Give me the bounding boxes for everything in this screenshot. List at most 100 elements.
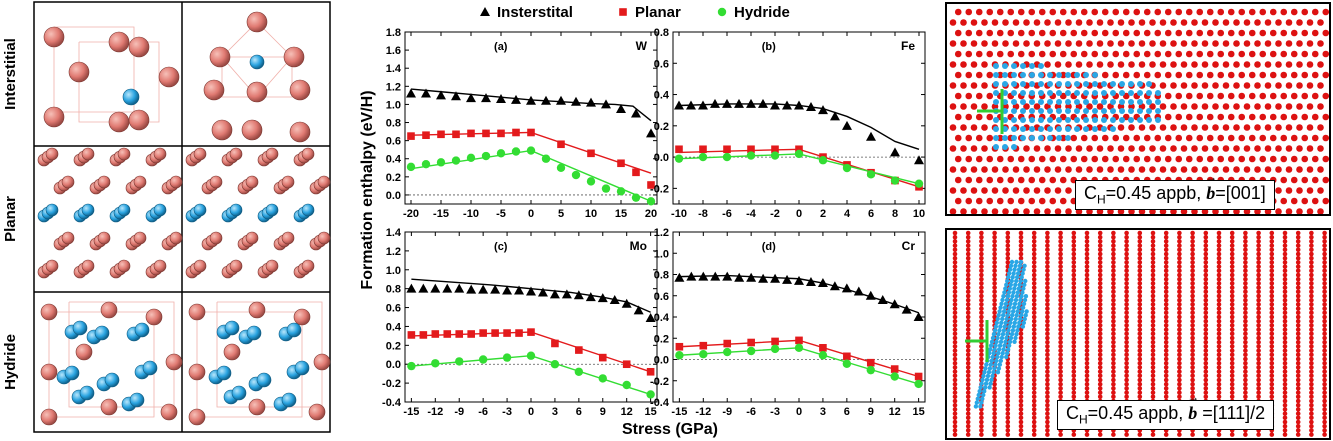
element-label: Cr bbox=[902, 239, 916, 253]
triangle-marker bbox=[746, 98, 756, 108]
circle-marker bbox=[511, 147, 521, 156]
circle-marker bbox=[526, 351, 536, 360]
hydrogen-atom bbox=[246, 325, 262, 341]
metal-atom bbox=[301, 259, 315, 273]
square-marker bbox=[407, 132, 415, 140]
x-tick-label: -2 bbox=[770, 208, 780, 220]
hydrogen-atom bbox=[122, 88, 140, 106]
x-tick-label: -9 bbox=[454, 406, 464, 418]
triangle-marker bbox=[466, 93, 476, 103]
triangle-marker bbox=[734, 98, 744, 108]
triangle-marker bbox=[805, 276, 816, 286]
metal-atom bbox=[128, 109, 150, 131]
y-tick-label: 0.0 bbox=[386, 359, 401, 371]
y-tick-label: 0.4 bbox=[386, 154, 402, 166]
chart-panel-Fe: -10 -8 -6 -4 -2 0 2 4 6 8 10 -0.2 0.0 0.2 0.4 0.6 0.8 (b)… bbox=[650, 27, 926, 220]
metal-atom bbox=[153, 259, 167, 273]
circle-marker bbox=[574, 367, 584, 376]
square-marker bbox=[699, 341, 708, 350]
metal-atom bbox=[108, 111, 130, 133]
metal-atom bbox=[317, 175, 331, 189]
simulation-snapshot-111: CH=0.45 appb, b =[111]/2 bbox=[945, 228, 1331, 440]
square-marker bbox=[503, 329, 511, 337]
triangle-marker bbox=[865, 290, 876, 300]
hydrogen-atom bbox=[216, 365, 232, 381]
triangle-marker bbox=[674, 272, 685, 282]
circle-marker bbox=[431, 359, 440, 368]
metal-atom bbox=[117, 147, 131, 161]
triangle-marker bbox=[889, 299, 900, 309]
metal-atom bbox=[211, 119, 233, 141]
circle-marker bbox=[451, 156, 461, 165]
triangle-marker bbox=[794, 100, 804, 110]
x-tick-label: -5 bbox=[496, 208, 506, 220]
triangle-marker bbox=[853, 286, 864, 296]
metal-atom bbox=[283, 46, 305, 68]
y-tick-label: 1.4 bbox=[386, 63, 402, 75]
square-marker bbox=[551, 339, 559, 348]
circle-marker bbox=[616, 187, 626, 196]
metal-atom bbox=[281, 231, 295, 245]
metal-atom bbox=[169, 175, 183, 189]
square-marker bbox=[747, 145, 755, 154]
triangle-marker bbox=[722, 98, 732, 108]
circle-marker bbox=[481, 151, 491, 161]
triangle-marker bbox=[511, 94, 521, 104]
triangle-marker bbox=[817, 278, 828, 287]
x-tick-label: 3 bbox=[552, 406, 558, 418]
x-tick-label: 2 bbox=[820, 208, 826, 220]
y-tick-label: 0.0 bbox=[386, 190, 401, 202]
x-tick-label: 12 bbox=[621, 406, 633, 418]
circle-marker bbox=[601, 184, 611, 193]
triangle-marker bbox=[734, 272, 745, 282]
y-tick-label: 0.0 bbox=[654, 355, 669, 367]
circle-marker bbox=[866, 365, 875, 375]
x-tick-label: -15 bbox=[403, 406, 419, 418]
legend-label: Hydride bbox=[734, 4, 790, 21]
square-marker bbox=[866, 358, 875, 367]
triangle-marker bbox=[573, 290, 584, 300]
metal-atom bbox=[245, 231, 259, 245]
metal-atom bbox=[45, 147, 59, 161]
metal-atom bbox=[43, 106, 65, 128]
hydrogen-atom bbox=[153, 203, 167, 217]
metal-atom bbox=[317, 231, 331, 245]
square-marker bbox=[491, 329, 499, 337]
square-marker bbox=[587, 149, 595, 158]
triangle-marker bbox=[841, 283, 852, 293]
triangle-marker bbox=[914, 155, 924, 165]
metal-atom bbox=[117, 259, 131, 273]
metal-atom bbox=[248, 398, 266, 416]
circle-marker bbox=[550, 360, 560, 369]
row-label: Hydride bbox=[2, 334, 19, 390]
square-marker bbox=[771, 337, 779, 346]
triangle-marker bbox=[490, 284, 501, 294]
metal-atom bbox=[229, 259, 243, 273]
circle-marker bbox=[890, 372, 899, 381]
square-marker bbox=[575, 346, 583, 354]
triangle-marker bbox=[586, 97, 596, 107]
triangle-marker bbox=[913, 312, 924, 321]
hydrogen-atom bbox=[249, 54, 265, 70]
triangle-marker bbox=[478, 284, 489, 294]
metal-atom bbox=[281, 175, 295, 189]
metal-atom bbox=[40, 408, 58, 426]
y-tick-label: 1.2 bbox=[654, 227, 669, 239]
square-marker bbox=[675, 145, 683, 154]
square-marker bbox=[647, 181, 655, 189]
square-marker bbox=[819, 344, 827, 352]
hydrogen-atom bbox=[117, 203, 131, 217]
metal-atom bbox=[209, 175, 223, 189]
x-tick-label: 15 bbox=[615, 208, 627, 220]
metal-atom bbox=[61, 231, 75, 245]
circle-marker bbox=[770, 344, 780, 354]
circle-marker bbox=[436, 158, 446, 167]
triangle-marker bbox=[442, 283, 453, 293]
hydrogen-atom bbox=[294, 360, 310, 376]
y-tick-label: 0.2 bbox=[386, 172, 401, 184]
metal-atom bbox=[293, 308, 311, 326]
x-tick-label: 0 bbox=[796, 208, 802, 220]
triangle-marker bbox=[698, 271, 709, 281]
metal-atom bbox=[133, 231, 147, 245]
metal-atom bbox=[245, 175, 259, 189]
